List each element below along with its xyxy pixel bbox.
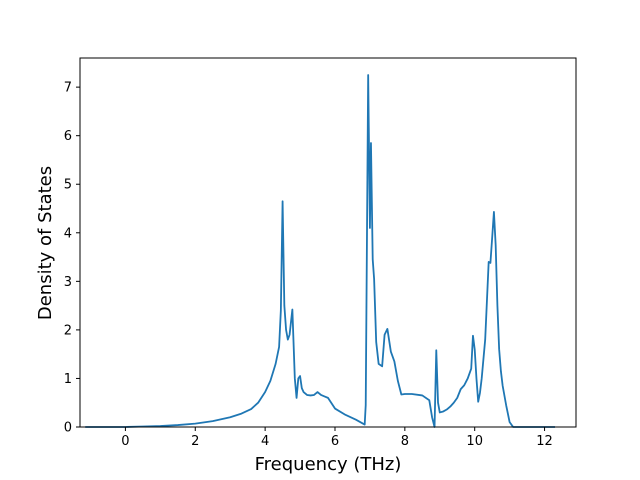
y-tick-label: 5 (64, 178, 72, 193)
x-tick-label: 6 (331, 434, 339, 449)
x-axis-ticks: 0 2 4 6 8 10 12 (121, 427, 553, 449)
series-layer (85, 74, 556, 428)
x-tick-label: 4 (261, 434, 269, 449)
plot-area (80, 58, 576, 427)
y-tick-label: 4 (64, 226, 72, 241)
series-line-0 (85, 74, 556, 428)
y-tick-label: 1 (64, 372, 72, 387)
x-tick-label: 12 (536, 434, 553, 449)
y-tick-label: 3 (64, 275, 72, 290)
y-axis-title: Density of States (35, 166, 56, 320)
x-axis-title: Frequency (THz) (255, 454, 402, 475)
x-tick-label: 2 (191, 434, 199, 449)
x-tick-label: 0 (121, 434, 129, 449)
x-tick-label: 8 (401, 434, 409, 449)
y-tick-label: 6 (64, 129, 72, 144)
y-tick-label: 2 (64, 323, 72, 338)
y-tick-label: 7 (64, 81, 72, 96)
y-tick-label: 0 (64, 421, 72, 436)
y-axis-ticks: 0 1 2 3 4 5 6 7 (64, 81, 80, 436)
x-tick-label: 10 (466, 434, 483, 449)
axes-frame (79, 57, 577, 428)
